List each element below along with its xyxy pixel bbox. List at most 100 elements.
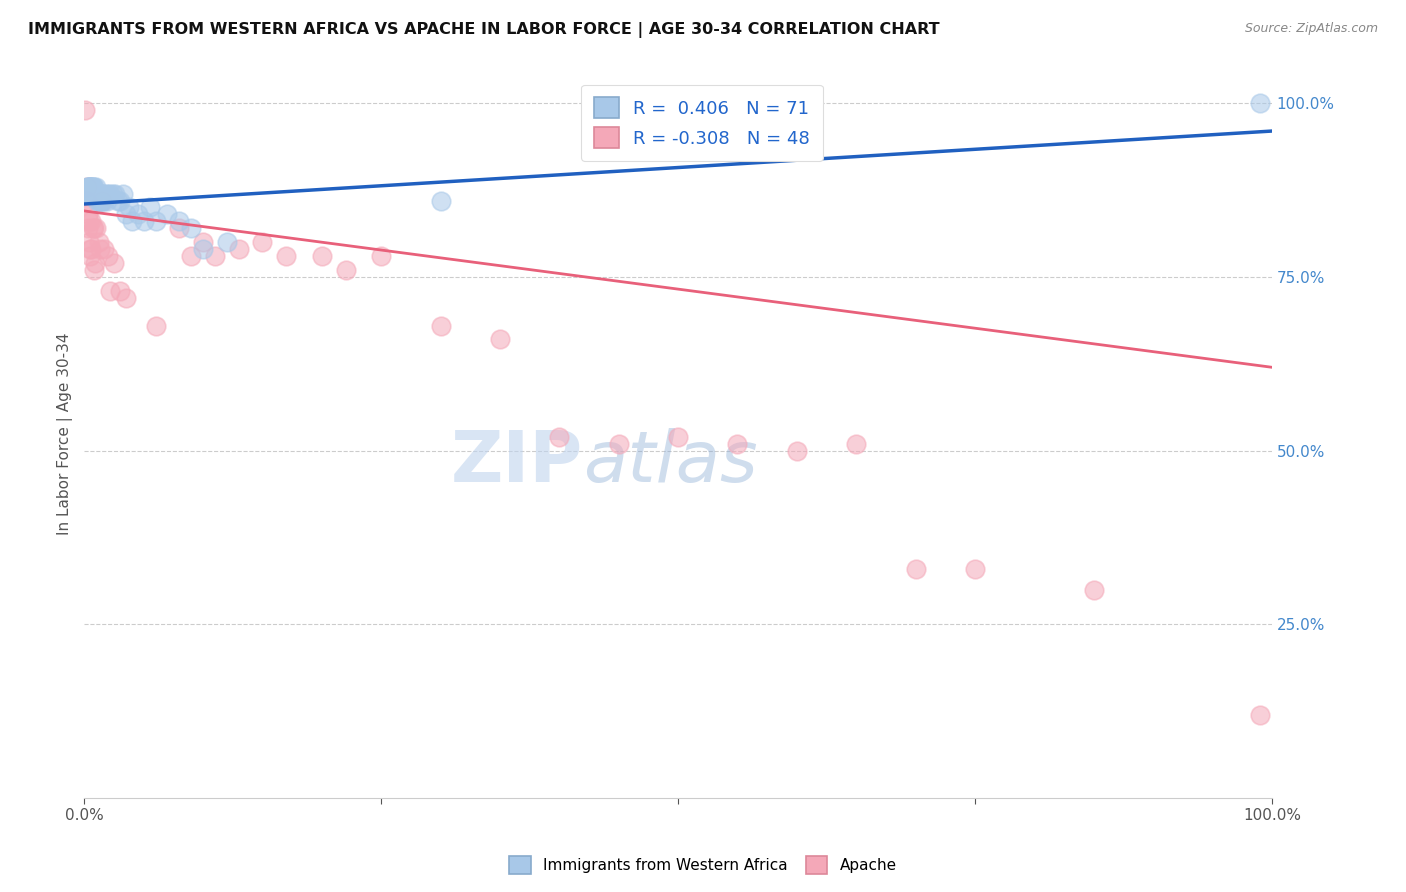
Point xyxy=(79,179,101,194)
Y-axis label: In Labor Force | Age 30-34: In Labor Force | Age 30-34 xyxy=(58,332,73,534)
Point xyxy=(108,284,131,298)
Point xyxy=(489,333,512,347)
Point xyxy=(76,186,98,201)
Legend: Immigrants from Western Africa, Apache: Immigrants from Western Africa, Apache xyxy=(503,850,903,880)
Point xyxy=(87,194,110,208)
Point xyxy=(548,430,571,444)
Point xyxy=(77,235,100,250)
Point xyxy=(76,186,98,201)
Text: ZIP: ZIP xyxy=(451,428,583,497)
Point xyxy=(83,221,105,235)
Point xyxy=(112,186,135,201)
Point xyxy=(97,186,120,201)
Point xyxy=(1083,582,1105,597)
Point xyxy=(76,186,98,201)
Point xyxy=(84,186,107,201)
Point xyxy=(82,221,104,235)
Point xyxy=(180,249,202,263)
Point xyxy=(115,207,138,221)
Point xyxy=(845,436,868,450)
Point xyxy=(79,249,101,263)
Point xyxy=(89,242,111,256)
Point xyxy=(87,235,110,250)
Point xyxy=(84,221,107,235)
Point xyxy=(76,207,98,221)
Point xyxy=(96,194,118,208)
Point xyxy=(100,186,122,201)
Point xyxy=(169,221,191,235)
Legend: R =  0.406   N = 71, R = -0.308   N = 48: R = 0.406 N = 71, R = -0.308 N = 48 xyxy=(581,85,823,161)
Point xyxy=(76,186,98,201)
Point xyxy=(80,179,103,194)
Point xyxy=(169,214,191,228)
Point xyxy=(75,186,97,201)
Point xyxy=(76,179,98,194)
Point xyxy=(83,186,105,201)
Point xyxy=(215,235,238,250)
Point xyxy=(335,263,357,277)
Point xyxy=(83,179,105,194)
Point xyxy=(180,221,202,235)
Point xyxy=(76,194,98,208)
Point xyxy=(80,214,103,228)
Point xyxy=(145,318,167,333)
Point xyxy=(1249,96,1271,111)
Point xyxy=(104,186,127,201)
Point xyxy=(77,179,100,194)
Point xyxy=(145,214,167,228)
Point xyxy=(82,179,104,194)
Point xyxy=(86,186,108,201)
Point xyxy=(107,194,129,208)
Point xyxy=(429,194,451,208)
Point xyxy=(727,436,749,450)
Point xyxy=(228,242,250,256)
Point xyxy=(89,194,111,208)
Point xyxy=(79,186,101,201)
Point xyxy=(83,186,105,201)
Point xyxy=(91,194,114,208)
Point xyxy=(132,214,155,228)
Point xyxy=(75,186,97,201)
Point xyxy=(204,249,226,263)
Point xyxy=(76,179,98,194)
Point xyxy=(666,430,689,444)
Point xyxy=(79,186,101,201)
Point xyxy=(76,186,98,201)
Point xyxy=(75,186,97,201)
Point xyxy=(87,186,110,201)
Point xyxy=(97,249,120,263)
Point xyxy=(91,186,114,201)
Point xyxy=(80,179,103,194)
Point xyxy=(370,249,392,263)
Point xyxy=(101,186,124,201)
Point xyxy=(77,186,100,201)
Point xyxy=(963,562,986,576)
Point xyxy=(156,207,179,221)
Point xyxy=(93,242,115,256)
Point xyxy=(76,221,98,235)
Point xyxy=(115,291,138,305)
Point xyxy=(91,194,114,208)
Point xyxy=(80,186,103,201)
Point xyxy=(75,186,97,201)
Point xyxy=(93,194,115,208)
Point xyxy=(82,186,104,201)
Point xyxy=(76,179,98,194)
Point xyxy=(89,186,111,201)
Point xyxy=(607,436,630,450)
Point xyxy=(118,201,141,215)
Point xyxy=(82,179,104,194)
Point xyxy=(84,256,107,270)
Point xyxy=(1249,707,1271,722)
Point xyxy=(75,186,97,201)
Point xyxy=(76,186,98,201)
Point xyxy=(76,186,98,201)
Point xyxy=(83,263,105,277)
Point xyxy=(84,186,107,201)
Text: Source: ZipAtlas.com: Source: ZipAtlas.com xyxy=(1244,22,1378,36)
Point xyxy=(77,214,100,228)
Point xyxy=(103,256,125,270)
Point xyxy=(77,186,100,201)
Text: IMMIGRANTS FROM WESTERN AFRICA VS APACHE IN LABOR FORCE | AGE 30-34 CORRELATION : IMMIGRANTS FROM WESTERN AFRICA VS APACHE… xyxy=(28,22,939,38)
Point xyxy=(429,318,451,333)
